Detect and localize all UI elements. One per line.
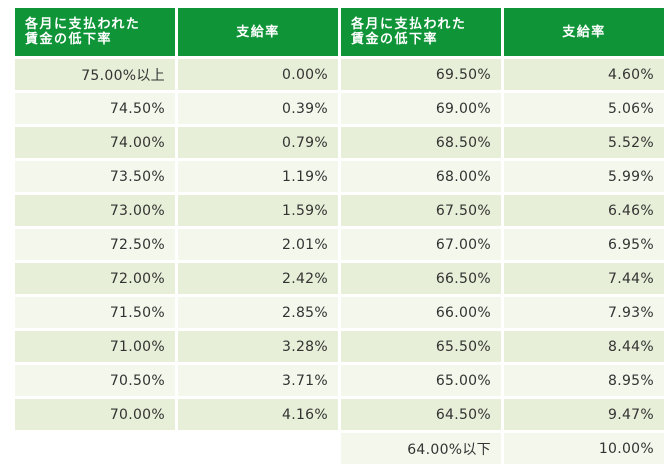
table-body: 75.00%以上 0.00% 69.50% 4.60% 74.50% 0.39% 69.00… bbox=[15, 59, 664, 464]
table-row-last: 64.00%以下 10.00% bbox=[15, 433, 664, 464]
header-row: 各月に支払われた 賃金の低下率 支給率 各月に支払われた 賃金の低下率 支給率 bbox=[15, 8, 664, 56]
payment-rate-cell-2: 7.44% bbox=[504, 263, 664, 294]
wage-decline-rate-cell-2: 65.00% bbox=[341, 365, 501, 396]
payment-rate-cell: 2.42% bbox=[178, 263, 338, 294]
wage-decline-rate-cell: 72.50% bbox=[15, 229, 175, 260]
table-row: 70.50% 3.71% 65.00% 8.95% bbox=[15, 365, 664, 396]
wage-decline-rate-cell: 73.00% bbox=[15, 195, 175, 226]
payment-rate-cell: 3.71% bbox=[178, 365, 338, 396]
wage-decline-rate-cell bbox=[15, 433, 175, 464]
wage-decline-rate-cell-2: 69.00% bbox=[341, 93, 501, 124]
payment-rate-cell: 3.28% bbox=[178, 331, 338, 362]
payment-rate-cell: 1.59% bbox=[178, 195, 338, 226]
wage-decline-rate-cell-2: 68.50% bbox=[341, 127, 501, 158]
header-payment-rate: 支給率 bbox=[178, 8, 338, 56]
payment-rate-table: 各月に支払われた 賃金の低下率 支給率 各月に支払われた 賃金の低下率 支給率 75… bbox=[12, 5, 667, 467]
wage-decline-rate-cell: 75.00%以上 bbox=[15, 59, 175, 90]
payment-rate-cell-2: 9.47% bbox=[504, 399, 664, 430]
wage-decline-rate-cell: 70.50% bbox=[15, 365, 175, 396]
table-row: 71.50% 2.85% 66.00% 7.93% bbox=[15, 297, 664, 328]
payment-rate-cell-2: 10.00% bbox=[504, 433, 664, 464]
wage-decline-rate-cell: 71.50% bbox=[15, 297, 175, 328]
wage-decline-rate-cell-2: 66.00% bbox=[341, 297, 501, 328]
table-row: 74.00% 0.79% 68.50% 5.52% bbox=[15, 127, 664, 158]
payment-rate-cell: 4.16% bbox=[178, 399, 338, 430]
payment-rate-cell: 2.85% bbox=[178, 297, 338, 328]
wage-decline-rate-cell-2: 64.50% bbox=[341, 399, 501, 430]
payment-rate-cell: 0.39% bbox=[178, 93, 338, 124]
header-payment-rate-2: 支給率 bbox=[504, 8, 664, 56]
wage-decline-rate-cell: 73.50% bbox=[15, 161, 175, 192]
wage-decline-rate-cell-2: 67.50% bbox=[341, 195, 501, 226]
payment-rate-cell: 0.00% bbox=[178, 59, 338, 90]
payment-rate-cell: 0.79% bbox=[178, 127, 338, 158]
header-wage-decline-rate-2: 各月に支払われた 賃金の低下率 bbox=[341, 8, 501, 56]
payment-rate-cell bbox=[178, 433, 338, 464]
payment-rate-cell: 1.19% bbox=[178, 161, 338, 192]
payment-rate-cell-2: 5.99% bbox=[504, 161, 664, 192]
payment-rate-cell-2: 4.60% bbox=[504, 59, 664, 90]
table-row: 73.50% 1.19% 68.00% 5.99% bbox=[15, 161, 664, 192]
payment-rate-cell-2: 6.46% bbox=[504, 195, 664, 226]
payment-rate-cell-2: 5.52% bbox=[504, 127, 664, 158]
table-row: 71.00% 3.28% 65.50% 8.44% bbox=[15, 331, 664, 362]
table-row: 74.50% 0.39% 69.00% 5.06% bbox=[15, 93, 664, 124]
payment-rate-cell: 2.01% bbox=[178, 229, 338, 260]
table-row: 72.50% 2.01% 67.00% 6.95% bbox=[15, 229, 664, 260]
wage-decline-rate-cell-2: 69.50% bbox=[341, 59, 501, 90]
payment-rate-cell-2: 8.95% bbox=[504, 365, 664, 396]
wage-decline-rate-cell-2: 64.00%以下 bbox=[341, 433, 501, 464]
wage-decline-rate-cell: 70.00% bbox=[15, 399, 175, 430]
payment-rate-cell-2: 8.44% bbox=[504, 331, 664, 362]
wage-decline-rate-cell: 72.00% bbox=[15, 263, 175, 294]
table-row: 72.00% 2.42% 66.50% 7.44% bbox=[15, 263, 664, 294]
payment-rate-cell-2: 7.93% bbox=[504, 297, 664, 328]
table-row: 75.00%以上 0.00% 69.50% 4.60% bbox=[15, 59, 664, 90]
wage-decline-rate-cell-2: 67.00% bbox=[341, 229, 501, 260]
payment-rate-cell-2: 5.06% bbox=[504, 93, 664, 124]
wage-decline-rate-cell: 74.00% bbox=[15, 127, 175, 158]
wage-decline-rate-cell-2: 65.50% bbox=[341, 331, 501, 362]
table-row: 70.00% 4.16% 64.50% 9.47% bbox=[15, 399, 664, 430]
wage-decline-rate-cell: 71.00% bbox=[15, 331, 175, 362]
wage-decline-rate-cell-2: 68.00% bbox=[341, 161, 501, 192]
table-row: 73.00% 1.59% 67.50% 6.46% bbox=[15, 195, 664, 226]
header-wage-decline-rate: 各月に支払われた 賃金の低下率 bbox=[15, 8, 175, 56]
wage-decline-rate-cell: 74.50% bbox=[15, 93, 175, 124]
wage-decline-rate-cell-2: 66.50% bbox=[341, 263, 501, 294]
payment-rate-cell-2: 6.95% bbox=[504, 229, 664, 260]
